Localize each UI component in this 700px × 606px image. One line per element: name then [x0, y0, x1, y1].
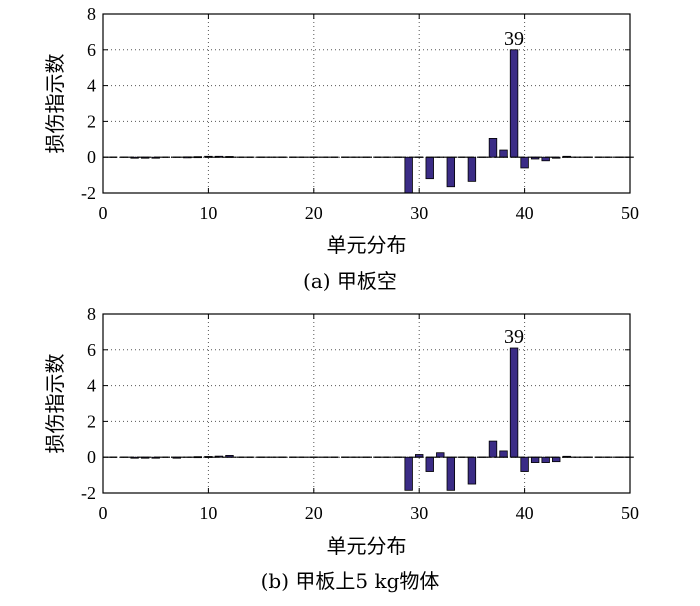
- bar: [509, 49, 519, 158]
- bar: [552, 456, 561, 463]
- x-tick-label: 30: [410, 503, 428, 523]
- x-tick-label: 10: [199, 203, 217, 223]
- y-tick-label: 6: [87, 340, 96, 360]
- y-axis-label: 损伤指示数: [43, 354, 67, 454]
- y-tick-label: 6: [87, 40, 96, 60]
- peak-annotation: 39: [504, 28, 524, 50]
- y-tick-label: 8: [87, 4, 96, 24]
- bar: [467, 156, 477, 182]
- bar: [530, 456, 540, 463]
- x-axis-label: 单元分布: [327, 233, 407, 257]
- x-tick-label: 40: [516, 203, 534, 223]
- bar: [488, 138, 498, 158]
- y-tick-label: 4: [87, 376, 96, 396]
- x-tick-label: 40: [516, 503, 534, 523]
- bar: [541, 456, 550, 463]
- bar: [499, 450, 508, 458]
- x-tick-label: 30: [410, 203, 428, 223]
- y-tick-label: 2: [87, 411, 96, 431]
- x-tick-label: 10: [199, 503, 217, 523]
- y-axis-label: 损伤指示数: [43, 54, 67, 154]
- x-axis-label: 单元分布: [327, 534, 407, 558]
- y-tick-label: 0: [87, 447, 96, 467]
- x-tick-label: 0: [99, 503, 108, 523]
- y-tick-label: -2: [81, 183, 96, 203]
- panel-caption: (a) 甲板空: [303, 269, 397, 293]
- bar: [425, 156, 434, 180]
- peak-annotation: 39: [504, 326, 524, 348]
- y-tick-label: -2: [81, 483, 96, 503]
- bar: [488, 440, 498, 458]
- bar: [499, 149, 508, 158]
- y-tick-label: 2: [87, 111, 96, 131]
- bar: [509, 347, 519, 458]
- bar: [520, 456, 529, 472]
- panel-caption: (b) 甲板上5 kg物体: [261, 569, 440, 593]
- y-tick-label: 4: [87, 76, 96, 96]
- bar: [446, 156, 456, 188]
- bar: [467, 456, 477, 485]
- bar: [436, 452, 445, 458]
- bar: [425, 456, 434, 472]
- bar: [404, 156, 413, 194]
- x-tick-label: 20: [305, 203, 323, 223]
- x-tick-label: 20: [305, 503, 323, 523]
- x-tick-label: 0: [99, 203, 108, 223]
- x-tick-label: 50: [621, 203, 639, 223]
- x-tick-label: 50: [621, 503, 639, 523]
- bar: [520, 156, 529, 169]
- bar: [404, 456, 413, 491]
- y-tick-label: 8: [87, 304, 96, 324]
- plot-frame: [102, 13, 631, 194]
- bar: [446, 456, 456, 491]
- plot-frame: [102, 313, 631, 494]
- y-tick-label: 0: [87, 147, 96, 167]
